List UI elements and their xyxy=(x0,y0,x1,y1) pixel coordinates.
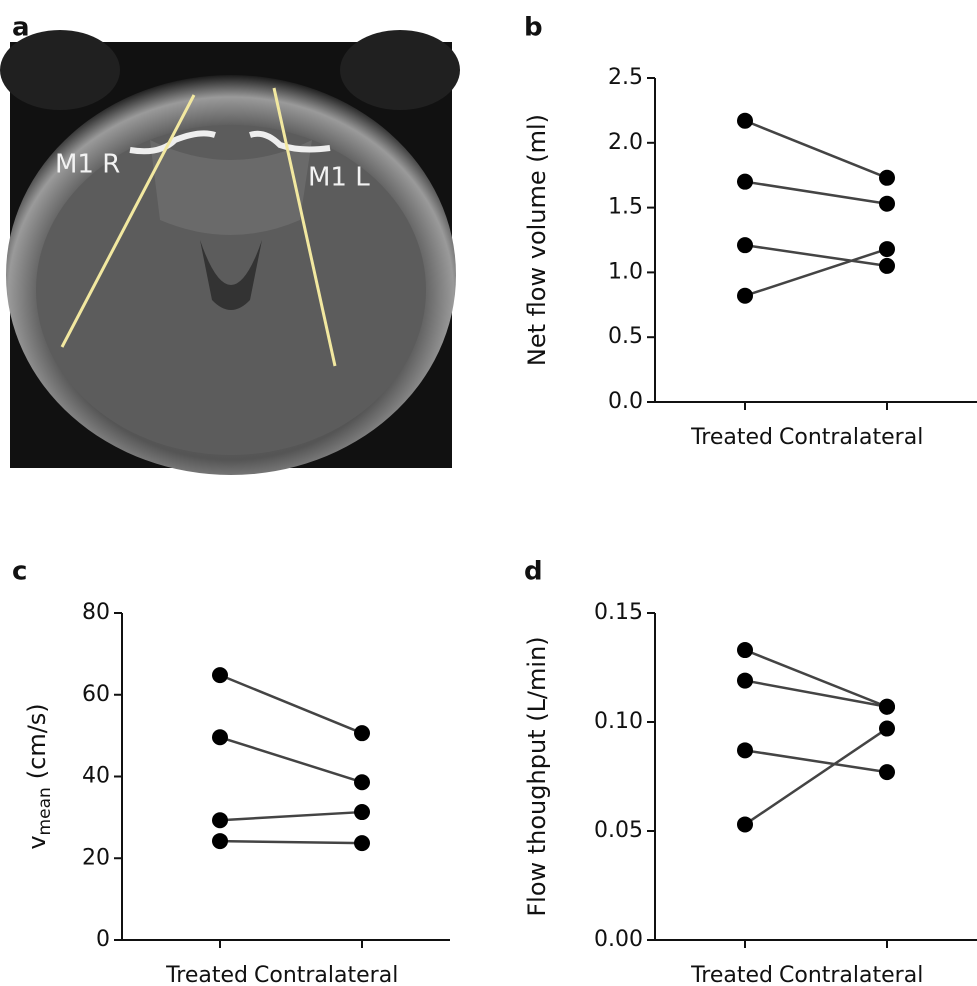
pair-line xyxy=(220,675,362,733)
x-tick-label: Treated xyxy=(690,425,773,450)
y-tick-label: 1.5 xyxy=(608,195,643,220)
x-tick-label: Contralateral xyxy=(779,425,923,450)
point xyxy=(354,774,370,790)
y-tick-label: 0.00 xyxy=(594,927,643,952)
point xyxy=(879,721,895,737)
point xyxy=(737,642,753,658)
point xyxy=(737,237,753,253)
point xyxy=(879,196,895,212)
panel-letter: b xyxy=(524,13,543,43)
y-axis-label-part: mean xyxy=(35,787,55,835)
x-tick-label: Contralateral xyxy=(254,963,398,986)
y-tick-label: 80 xyxy=(82,600,110,625)
panel-letter: a xyxy=(12,13,30,43)
y-tick-label: 2.5 xyxy=(608,65,643,90)
y-tick-label: 2.0 xyxy=(608,130,643,155)
y-tick-label: 1.0 xyxy=(608,259,643,284)
point xyxy=(212,667,228,683)
pair-line xyxy=(745,650,887,707)
point xyxy=(879,258,895,274)
y-tick-label: 0.0 xyxy=(608,389,643,414)
y-axis-label: Net flow volume (ml) xyxy=(523,114,551,366)
pair-line xyxy=(745,750,887,772)
pair-line xyxy=(745,681,887,707)
y-axis-label-part: v xyxy=(23,835,51,849)
pair-line xyxy=(220,841,362,843)
y-axis-label: Flow thoughput (L/min) xyxy=(523,636,551,916)
x-tick-label: Contralateral xyxy=(779,963,923,986)
point xyxy=(879,241,895,257)
figure: aM1 RM1 Lb0.00.51.01.52.02.5TreatedContr… xyxy=(0,0,977,986)
point xyxy=(879,764,895,780)
point xyxy=(737,816,753,832)
y-tick-label: 0.15 xyxy=(594,600,643,625)
y-axis-label-part: Flow thoughput (L/min) xyxy=(523,636,551,916)
image-label: M1 R xyxy=(55,150,120,180)
pair-line xyxy=(745,182,887,204)
y-axis-label-part: (cm/s) xyxy=(23,703,51,779)
mri-image xyxy=(0,30,460,475)
pair-line xyxy=(220,737,362,782)
x-tick-label: Treated xyxy=(690,963,773,986)
pair-line xyxy=(745,121,887,178)
point xyxy=(737,288,753,304)
y-tick-label: 40 xyxy=(82,764,110,789)
point xyxy=(354,804,370,820)
x-tick-label: Treated xyxy=(165,963,248,986)
point xyxy=(879,170,895,186)
pair-line xyxy=(745,729,887,825)
y-tick-label: 0 xyxy=(96,927,110,952)
point xyxy=(354,725,370,741)
panel-letter: d xyxy=(524,557,543,587)
y-tick-label: 0.05 xyxy=(594,818,643,843)
panel-letter: c xyxy=(12,557,27,587)
image-label: M1 L xyxy=(308,163,370,193)
y-tick-label: 60 xyxy=(82,682,110,707)
point xyxy=(879,699,895,715)
y-tick-label: 0.10 xyxy=(594,709,643,734)
y-axis-label: vmean (cm/s) xyxy=(23,703,55,849)
point xyxy=(737,174,753,190)
point xyxy=(354,835,370,851)
point xyxy=(737,742,753,758)
point xyxy=(212,729,228,745)
point xyxy=(212,812,228,828)
y-tick-label: 0.5 xyxy=(608,324,643,349)
y-axis-label-part: Net flow volume (ml) xyxy=(523,114,551,366)
point xyxy=(737,113,753,129)
point xyxy=(737,673,753,689)
pair-line xyxy=(220,812,362,820)
y-tick-label: 20 xyxy=(82,845,110,870)
point xyxy=(212,833,228,849)
